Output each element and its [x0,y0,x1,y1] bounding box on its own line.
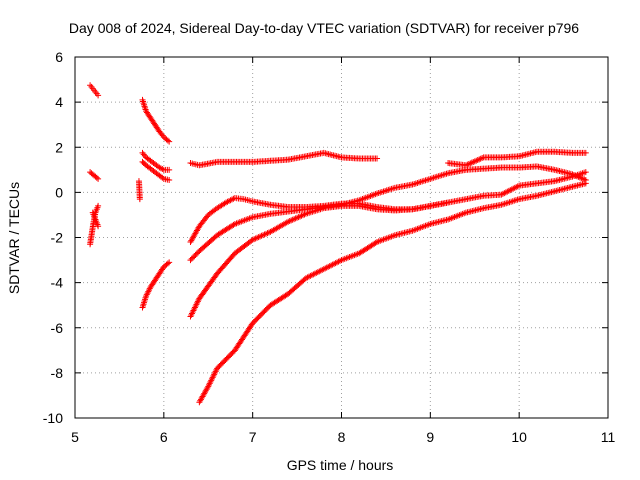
data-point [285,218,292,225]
data-point [258,232,265,239]
y-tick-labels: -10 -8 -6 -4 -2 0 2 4 6 [43,49,63,426]
x-tick-label: 8 [338,429,346,445]
data-point [204,213,211,220]
data-point [294,214,301,221]
data-point [582,180,589,187]
data-point [166,176,173,183]
data-point [582,169,589,176]
y-tick-label: -6 [51,320,64,336]
data-point [578,175,585,182]
data-point [136,196,143,203]
y-tick-label: 4 [55,94,63,110]
data-point [257,233,264,240]
data-point [286,218,293,225]
x-tick-label: 5 [71,429,79,445]
data-point [93,174,100,181]
y-tick-label: -4 [51,275,64,291]
y-tick-label: 0 [55,184,63,200]
data-point [254,234,261,241]
x-tick-label: 7 [249,429,257,445]
data-point [188,255,195,262]
x-axis-label: GPS time / hours [287,457,394,473]
data-point [468,159,475,166]
data-point [191,253,198,260]
data-point [288,217,295,224]
y-tick-label: 2 [55,139,63,155]
data-point [476,156,483,163]
data-point [471,158,478,165]
data-point [95,223,102,230]
data-point [164,260,171,267]
data-point [261,231,268,238]
y-tick-label: 6 [55,49,63,65]
data-point [297,213,304,220]
data-point [264,230,271,237]
data-point [300,212,307,219]
data-point [295,214,302,221]
data-point [255,234,262,241]
x-tick-labels: 5 6 7 8 9 10 11 [71,429,615,445]
data-point [474,157,481,164]
data-point [187,257,194,264]
chart-title: Day 008 of 2024, Sidereal Day-to-day VTE… [69,20,579,36]
x-tick-label: 6 [160,429,168,445]
data-point [464,161,471,168]
x-tick-label: 11 [601,429,616,445]
x-tick-label: 10 [511,429,527,445]
data-point [159,166,166,173]
data-point [582,149,589,156]
data-point [298,212,305,219]
data-point [372,239,379,246]
data-point [479,155,486,162]
y-tick-label: -8 [51,365,64,381]
data-point [579,175,586,182]
data-point [252,235,259,242]
y-tick-label: -10 [43,410,63,426]
grid-lines [75,57,608,418]
data-point [193,250,200,257]
data-point [95,175,102,182]
y-tick-label: -2 [51,230,64,246]
data-point [230,221,237,228]
data-point [462,162,469,169]
data-point [470,159,477,166]
data-point [262,230,269,237]
data-point [251,236,258,243]
y-axis-label: SDTVAR / TECUs [6,182,22,294]
plot-frame [74,56,609,419]
data-point [514,183,521,190]
x-tick-label: 9 [426,429,434,445]
data-point [95,92,102,99]
data-point [477,155,484,162]
data-point [292,215,299,222]
data-point [190,254,197,261]
data-point [465,160,472,167]
data-point [467,160,474,167]
data-point [166,138,173,145]
data-point [230,195,237,202]
data-point [95,202,102,209]
data-point [337,257,344,264]
data-point [192,251,199,258]
data-point [159,174,166,181]
data-point [374,155,381,162]
data-point [166,166,173,173]
data-point [289,216,296,223]
data-point [291,216,298,223]
data-points [87,82,589,406]
data-point [164,137,171,144]
data-point [301,211,308,218]
data-point [166,259,173,266]
data-point [260,232,267,239]
data-point [249,236,256,243]
data-point [473,157,480,164]
